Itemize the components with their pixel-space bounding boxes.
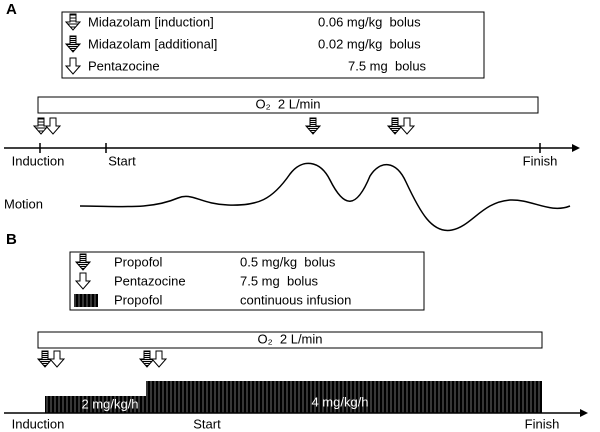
legend-drug: Midazolam [additional] — [88, 36, 217, 51]
legend-box — [61, 11, 485, 79]
legend-drug: Propofol — [114, 254, 163, 269]
dose-arrow — [45, 117, 61, 135]
legend-dose: 0.5 mg/kg bolus — [240, 254, 336, 269]
motion-label: Motion — [4, 196, 43, 211]
legend-icon — [74, 294, 98, 307]
oxygen-label: O₂ 2 L/min — [257, 331, 322, 346]
legend-dose: 7.5 mg bolus — [348, 58, 427, 73]
legend-box — [69, 251, 425, 311]
motion-curve — [79, 162, 571, 232]
oxygen-label: O₂ 2 L/min — [255, 96, 320, 111]
timeline-label: Finish — [525, 416, 560, 431]
dose-arrow — [49, 350, 65, 368]
timeline-arrow — [580, 409, 588, 417]
legend-dose: 0.02 mg/kg bolus — [318, 36, 421, 51]
legend-dose: continuous infusion — [240, 292, 351, 307]
timeline-label: Finish — [523, 153, 558, 168]
legend-dose: 0.06 mg/kg bolus — [318, 14, 421, 29]
panel-label: A — [6, 1, 17, 18]
timeline-label: Start — [108, 153, 136, 168]
legend-drug: Midazolam [induction] — [88, 14, 214, 29]
infusion-rate: 2 mg/kg/h — [81, 396, 138, 411]
dose-arrow — [151, 350, 167, 368]
dose-arrow — [305, 117, 321, 135]
infusion-rate: 4 mg/kg/h — [311, 394, 368, 409]
legend-drug: Pentazocine — [88, 58, 160, 73]
panel-label: B — [6, 231, 17, 248]
timeline-label: Induction — [12, 416, 65, 431]
infusion-block — [45, 396, 146, 413]
timeline-arrow — [572, 144, 580, 152]
legend-drug: Propofol — [114, 292, 163, 307]
oxygen-bar — [37, 96, 539, 114]
dose-arrow — [399, 117, 415, 135]
legend-dose: 7.5 mg bolus — [240, 273, 319, 288]
infusion-block — [146, 381, 542, 413]
timeline-label: Induction — [12, 153, 65, 168]
timeline-label: Start — [193, 416, 221, 431]
oxygen-bar — [37, 331, 543, 349]
legend-drug: Pentazocine — [114, 273, 186, 288]
